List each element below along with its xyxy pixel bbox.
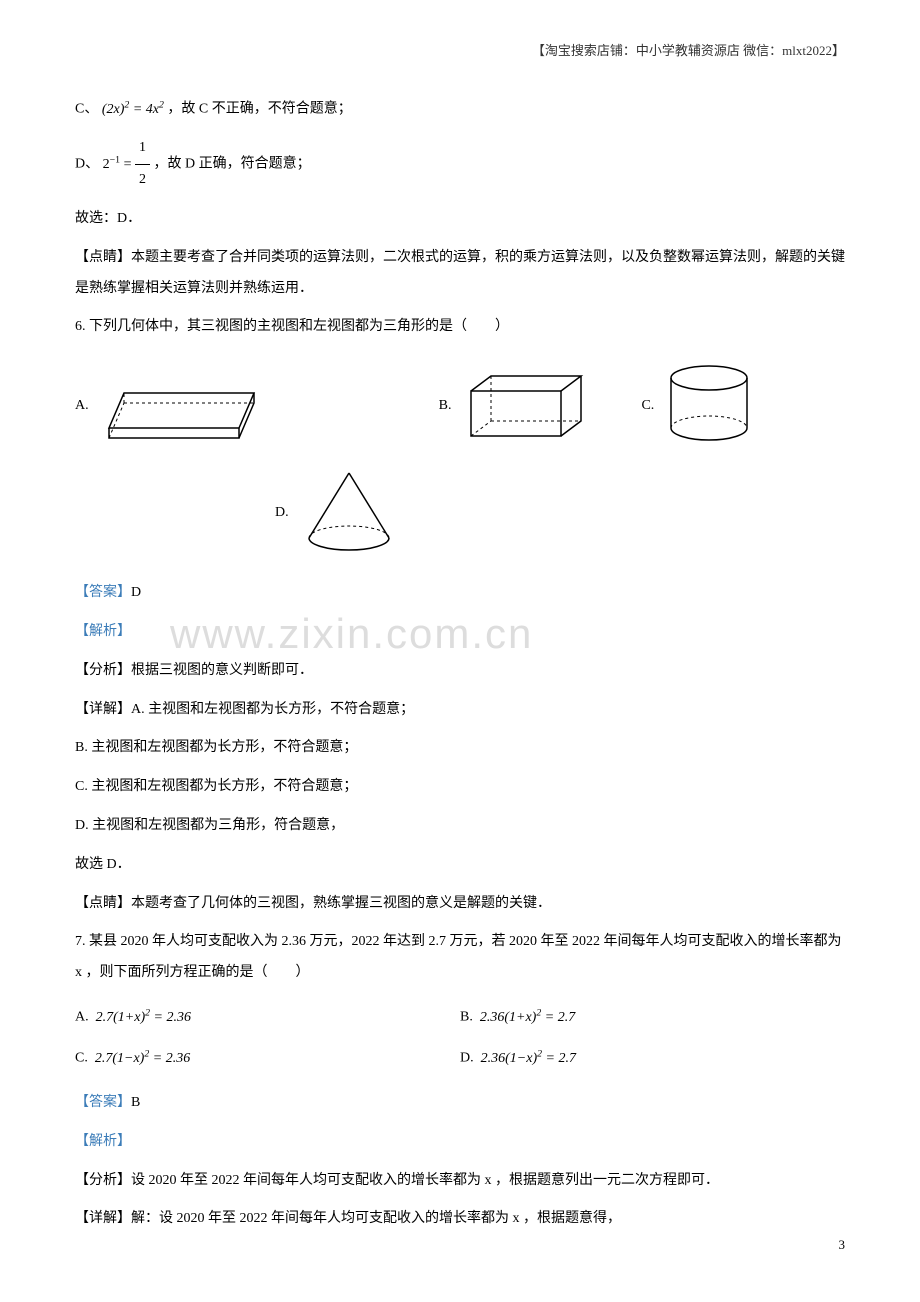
option-c-math: (2x)2 = 4x2 <box>102 102 164 117</box>
page-number: 3 <box>839 1237 846 1253</box>
conclusion-d: 故选：D． <box>75 204 845 235</box>
answer-label-7: 【答案】 <box>75 1095 131 1110</box>
option-d-prefix: D、 <box>75 157 99 172</box>
fenxi-7: 【分析】设 2020 年至 2022 年间每年人均可支配收入的增长率都为 x ，… <box>75 1166 845 1197</box>
shape-b-label: B. <box>439 398 452 414</box>
q7-option-a: A. 2.7(1+x)2 = 2.36 <box>75 1002 460 1033</box>
q7-option-c: C. 2.7(1−x)2 = 2.36 <box>75 1043 460 1074</box>
question-7: 7. 某县 2020 年人均可支配收入为 2.36 万元，2022 年达到 2.… <box>75 927 845 989</box>
dianjing-6: 【点睛】本题考查了几何体的三视图，熟练掌握三视图的意义是解题的关键． <box>75 889 845 920</box>
answer-7-value: B <box>131 1095 140 1110</box>
q7-option-d: D. 2.36(1−x)2 = 2.7 <box>460 1043 845 1074</box>
jiexi-label-7: 【解析】 <box>75 1134 131 1149</box>
shape-c-label: C. <box>641 398 654 414</box>
shape-a-label: A. <box>75 398 89 414</box>
option-c-suffix: ，故 C 不正确，不符合题意； <box>167 102 351 117</box>
option-c-prefix: C、 <box>75 102 98 117</box>
shape-option-d: D. <box>275 468 399 558</box>
question-6: 6. 下列几何体中，其三视图的主视图和左视图都为三角形的是（ ） <box>75 312 845 343</box>
option-d-fraction: 1 2 <box>135 133 150 196</box>
shape-option-b: B. <box>439 366 592 446</box>
answer-7: 【答案】B <box>75 1088 845 1119</box>
xiangjie-6b: B. 主视图和左视图都为长方形，不符合题意； <box>75 733 845 764</box>
line-option-d: D、 2−1 = 1 2 ，故 D 正确，符合题意； <box>75 133 845 196</box>
xiangjie-6c: C. 主视图和左视图都为长方形，不符合题意； <box>75 772 845 803</box>
option-d-suffix: ，故 D 正确，符合题意； <box>153 157 310 172</box>
oblique-prism-icon <box>99 368 259 443</box>
xiangjie-7: 【详解】解：设 2020 年至 2022 年间每年人均可支配收入的增长率都为 x… <box>75 1204 845 1235</box>
jiexi-6: 【解析】 <box>75 617 845 648</box>
shape-d-label: D. <box>275 505 289 521</box>
option-d-math-lhs: 2−1 = <box>103 157 135 172</box>
q7-options: A. 2.7(1+x)2 = 2.36 B. 2.36(1+x)2 = 2.7 … <box>75 997 845 1080</box>
line-option-c: C、 (2x)2 = 4x2 ，故 C 不正确，不符合题意； <box>75 94 845 125</box>
shapes-row-1: A. B. <box>75 363 845 448</box>
jiexi-7: 【解析】 <box>75 1127 845 1158</box>
xiangjie-6a: 【详解】A. 主视图和左视图都为长方形，不符合题意； <box>75 695 845 726</box>
shape-option-c: C. <box>641 363 754 448</box>
shape-option-a: A. <box>75 368 259 443</box>
shapes-row-2: D. <box>275 468 845 558</box>
jiexi-label-6: 【解析】 <box>75 624 131 639</box>
fraction-denominator: 2 <box>135 165 150 196</box>
rectangular-prism-icon <box>461 366 591 446</box>
cylinder-icon <box>664 363 754 448</box>
fenxi-6: 【分析】根据三视图的意义判断即可． <box>75 656 845 687</box>
fraction-numerator: 1 <box>135 133 150 165</box>
answer-6-value: D <box>131 585 141 600</box>
dianjing-1: 【点睛】本题主要考查了合并同类项的运算法则，二次根式的运算，积的乘方运算法则，以… <box>75 243 845 305</box>
cone-icon <box>299 468 399 558</box>
xiangjie-6d: D. 主视图和左视图都为三角形，符合题意， <box>75 811 845 842</box>
page-header: 【淘宝搜索店铺：中小学教辅资源店 微信：mlxt2022】 <box>75 40 845 59</box>
answer-label-6: 【答案】 <box>75 585 131 600</box>
q7-option-b: B. 2.36(1+x)2 = 2.7 <box>460 1002 845 1033</box>
answer-6: 【答案】D <box>75 578 845 609</box>
guxuan-6: 故选 D． <box>75 850 845 881</box>
